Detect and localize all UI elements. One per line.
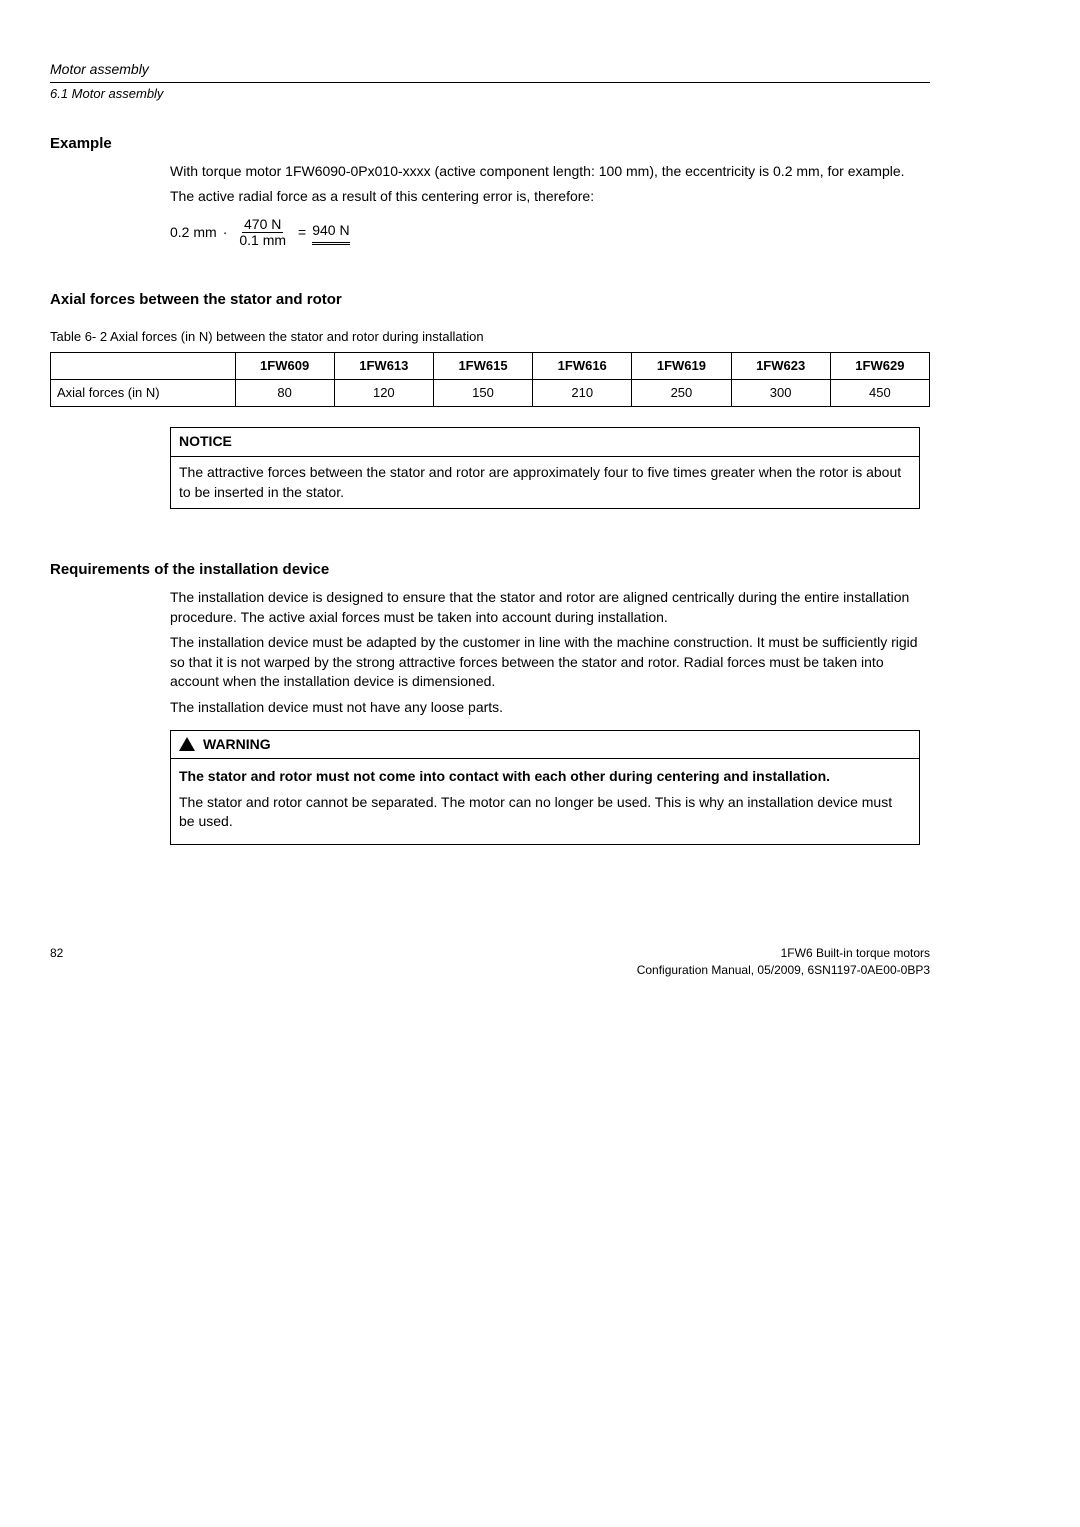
requirements-heading: Requirements of the installation device (50, 559, 930, 580)
formula-fraction: 470 N 0.1 mm (237, 217, 288, 249)
footer-line1: 1FW6 Built-in torque motors (637, 945, 930, 962)
cell: 80 (235, 380, 334, 407)
cell: 250 (632, 380, 731, 407)
example-body: With torque motor 1FW6090-0Px010-xxxx (a… (170, 162, 920, 249)
example-formula: 0.2 mm · 470 N 0.1 mm = 940 N (170, 217, 920, 249)
formula-equals: = (298, 223, 306, 243)
warning-icon (179, 737, 195, 751)
example-p1: With torque motor 1FW6090-0Px010-xxxx (a… (170, 162, 920, 182)
warning-bold: The stator and rotor must not come into … (179, 767, 911, 787)
col-1fw629: 1FW629 (830, 352, 929, 379)
page-header: Motor assembly 6.1 Motor assembly (50, 60, 930, 103)
formula-lhs: 0.2 mm (170, 223, 217, 243)
col-1fw613: 1FW613 (334, 352, 433, 379)
cell: 120 (334, 380, 433, 407)
page-number: 82 (50, 945, 63, 979)
axial-forces-table: 1FW609 1FW613 1FW615 1FW616 1FW619 1FW62… (50, 352, 930, 407)
notice-body: The attractive forces between the stator… (171, 457, 919, 508)
warning-body: The stator and rotor must not come into … (171, 759, 919, 844)
formula-denominator: 0.1 mm (237, 233, 288, 248)
warning-title-row: WARNING (171, 731, 919, 760)
cell: 300 (731, 380, 830, 407)
table-row: Axial forces (in N) 80 120 150 210 250 3… (51, 380, 930, 407)
table-caption: Table 6- 2 Axial forces (in N) between t… (50, 328, 930, 346)
header-subtitle: 6.1 Motor assembly (50, 82, 930, 103)
example-p2: The active radial force as a result of t… (170, 187, 920, 207)
warning-title: WARNING (203, 735, 271, 755)
col-1fw623: 1FW623 (731, 352, 830, 379)
cell: 450 (830, 380, 929, 407)
notice-container: NOTICE The attractive forces between the… (170, 427, 920, 509)
header-title: Motor assembly (50, 60, 930, 80)
warning-text: The stator and rotor cannot be separated… (179, 793, 911, 832)
requirements-p3: The installation device must not have an… (170, 698, 920, 718)
requirements-p2: The installation device must be adapted … (170, 633, 920, 692)
footer-right: 1FW6 Built-in torque motors Configuratio… (637, 945, 930, 979)
page-footer: 82 1FW6 Built-in torque motors Configura… (50, 945, 930, 979)
footer-line2: Configuration Manual, 05/2009, 6SN1197-0… (637, 962, 930, 979)
requirements-p1: The installation device is designed to e… (170, 588, 920, 627)
axial-heading: Axial forces between the stator and roto… (50, 289, 930, 310)
formula-numerator: 470 N (242, 217, 283, 233)
row-label: Axial forces (in N) (51, 380, 236, 407)
col-1fw609: 1FW609 (235, 352, 334, 379)
col-1fw615: 1FW615 (433, 352, 532, 379)
example-heading: Example (50, 133, 930, 154)
col-blank (51, 352, 236, 379)
cell: 210 (533, 380, 632, 407)
notice-title: NOTICE (171, 428, 919, 457)
formula-dot: · (223, 223, 228, 243)
warning-box: WARNING The stator and rotor must not co… (170, 730, 920, 845)
notice-box: NOTICE The attractive forces between the… (170, 427, 920, 509)
table-header-row: 1FW609 1FW613 1FW615 1FW616 1FW619 1FW62… (51, 352, 930, 379)
formula-result: 940 N (312, 221, 349, 245)
requirements-body: The installation device is designed to e… (170, 588, 920, 845)
col-1fw616: 1FW616 (533, 352, 632, 379)
cell: 150 (433, 380, 532, 407)
col-1fw619: 1FW619 (632, 352, 731, 379)
